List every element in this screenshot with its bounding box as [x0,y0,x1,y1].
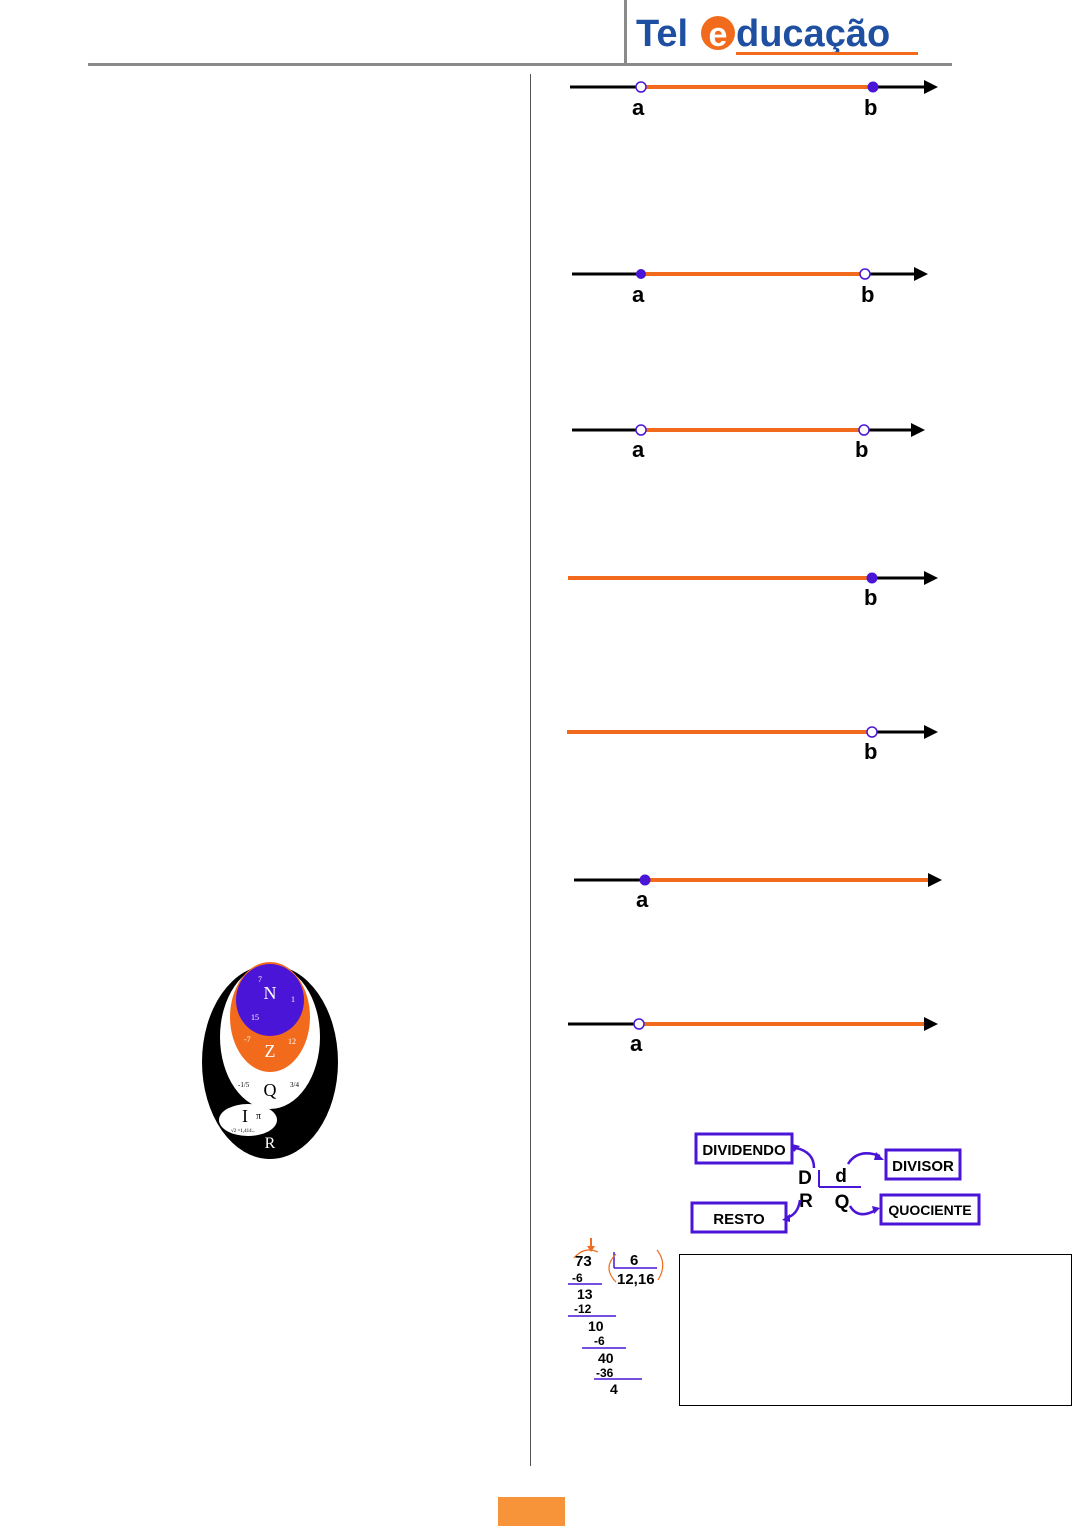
number-line-7: a [568,1017,938,1056]
note-box [679,1254,1072,1406]
symbol-R: R [799,1191,813,1212]
q-example-neg1-5: -1/5 [238,1081,250,1089]
step-2: 13 [577,1286,593,1302]
logo-prefix: Tel [636,13,688,55]
i-example-sqrt2: √2 =1,414... [231,1128,255,1134]
quotient: 12,16 [617,1271,655,1288]
point-b-open [858,424,870,436]
label-b: b [864,95,877,120]
label-a: a [630,1031,643,1056]
point-b-open [866,726,878,738]
box-quociente: QUOCIENTE [888,1202,971,1218]
point-a-open [635,424,647,436]
z-example-neg7: -7 [244,1035,251,1044]
number-line-3: a b [572,423,925,462]
dividend: 73 [575,1253,592,1270]
box-dividendo: DIVIDENDO [702,1142,786,1159]
symbol-Q: Q [835,1192,850,1213]
symbol-d: d [835,1166,847,1187]
step-5: -6 [594,1334,605,1348]
number-sets-diagram: N 7 1 15 Z -7 12 Q -1/5 3/4 I π √2 =1,41… [202,962,338,1159]
i-example-pi: π [256,1111,261,1122]
number-line-5: b [567,725,938,764]
z-example-12: 12 [288,1037,296,1046]
label-z: Z [265,1041,276,1061]
column-divider [530,74,531,1466]
label-a: a [632,95,645,120]
point-a-open [635,81,647,93]
long-division-example: 73 6 12,16 -6 13 -12 10 -6 40 -36 4 [568,1238,664,1397]
divisor: 6 [630,1252,638,1269]
set-i [219,1104,277,1136]
number-line-1: a b [570,80,938,120]
point-b-open [859,268,871,280]
point-b-closed [867,81,879,93]
step-6: 40 [598,1350,614,1366]
n-example-1: 1 [291,995,295,1004]
label-b: b [864,585,877,610]
label-n: N [264,983,277,1003]
header-divider [624,0,627,63]
number-line-6: a [574,873,942,912]
header-rule [88,63,952,66]
n-example-7: 7 [258,975,262,984]
teleducacao-logo: Tel e ducação [636,13,918,55]
label-b: b [855,437,868,462]
number-line-2: a b [572,267,928,307]
step-7: -36 [596,1366,614,1380]
label-a: a [636,887,649,912]
n-example-15: 15 [251,1013,259,1022]
box-divisor: DIVISOR [892,1158,954,1175]
point-a-open [633,1018,645,1030]
label-a: a [632,282,645,307]
step-3: -12 [574,1302,592,1316]
label-i: I [242,1106,248,1126]
q-example-3-4: 3/4 [290,1081,299,1089]
logo-e-circle [701,16,735,50]
logo-suffix: ducação [736,13,890,55]
point-a-closed [636,269,646,279]
point-b-closed [866,572,878,584]
box-resto: RESTO [713,1211,765,1228]
step-1: -6 [572,1271,583,1285]
label-a: a [632,437,645,462]
logo-underline [736,52,918,55]
label-b: b [864,739,877,764]
point-a-closed [639,874,651,886]
division-terms-diagram: DIVIDENDO DIVISOR RESTO QUOCIENTE D d R … [690,1132,981,1234]
page-number-tab [498,1497,565,1526]
label-q: Q [264,1080,277,1100]
step-4: 10 [588,1318,604,1334]
number-line-4: b [568,571,938,610]
logo-e-letter: e [709,16,728,54]
label-r: R [265,1135,276,1152]
symbol-D: D [798,1168,812,1189]
step-8: 4 [610,1381,618,1397]
label-b: b [861,282,874,307]
set-n [236,964,304,1036]
